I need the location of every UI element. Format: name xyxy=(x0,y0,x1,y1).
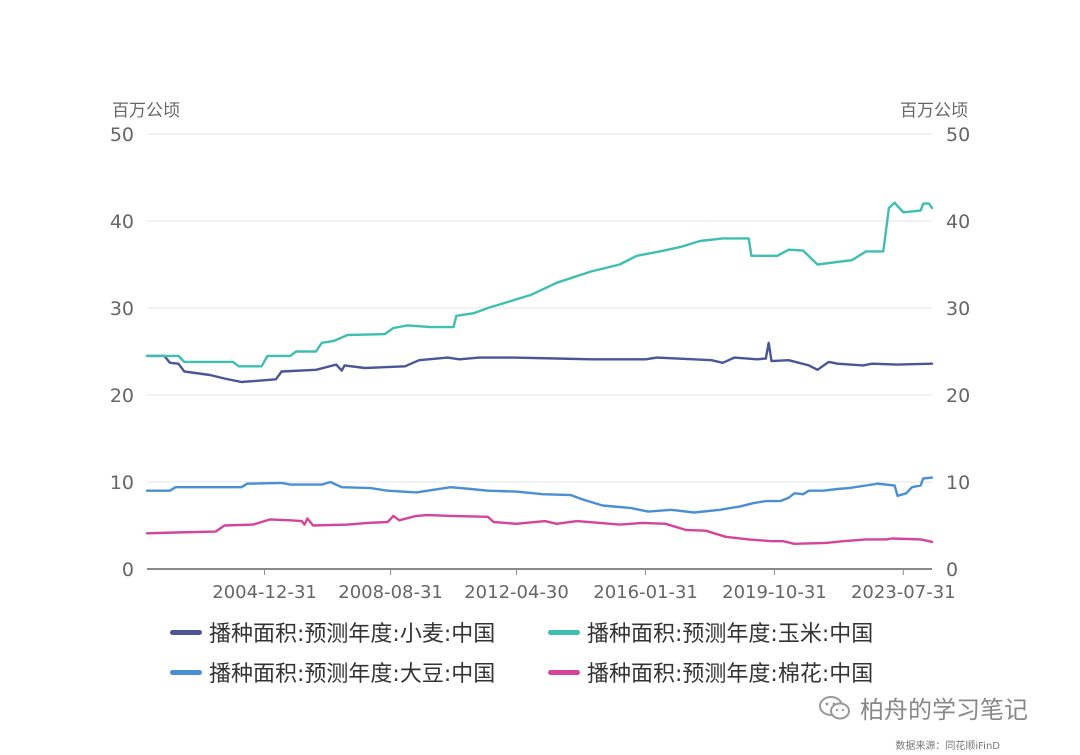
y-tick-label-left: 50 xyxy=(110,124,134,146)
legend-swatch-soybean xyxy=(170,669,202,675)
x-tick-label: 2019-10-31 xyxy=(722,582,827,603)
watermark-text: 柏舟的学习笔记 xyxy=(860,696,1028,724)
legend-item-cotton[interactable]: 播种面积:预测年度:棉花:中国 xyxy=(548,655,926,689)
y-axis-left: 0 10 20 30 40 50 xyxy=(110,124,134,581)
y-tick-label-right: 20 xyxy=(946,385,970,407)
data-source: 数据来源：同花顺iFinD xyxy=(895,741,1000,752)
legend-item-corn[interactable]: 播种面积:预测年度:玉米:中国 xyxy=(548,615,926,649)
x-axis: 2004-12-31 2008-08-31 2012-04-30 2016-01-31… xyxy=(147,568,956,603)
legend-item-wheat[interactable]: 播种面积:预测年度:小麦:中国 xyxy=(170,615,548,649)
x-tick-label: 2016-01-31 xyxy=(593,582,698,603)
y-tick-label-left: 0 xyxy=(122,559,134,581)
legend-label-soybean: 播种面积:预测年度:大豆:中国 xyxy=(209,662,496,687)
series-lines xyxy=(145,201,934,545)
legend-swatch-cotton xyxy=(548,669,580,675)
legend-label-wheat: 播种面积:预测年度:小麦:中国 xyxy=(209,622,496,647)
legend-swatch-wheat xyxy=(170,629,202,635)
y-tick-label-left: 20 xyxy=(110,385,134,407)
grid-lines xyxy=(147,133,932,483)
series-line-soybean xyxy=(145,476,934,514)
y-axis-unit-right: 百万公顷 xyxy=(900,101,968,121)
legend-label-cotton: 播种面积:预测年度:棉花:中国 xyxy=(587,662,874,687)
y-tick-label-left: 30 xyxy=(110,298,134,320)
y-tick-label-right: 10 xyxy=(946,472,970,494)
x-tick-label: 2012-04-30 xyxy=(464,582,569,603)
watermark: 柏舟的学习笔记 xyxy=(818,690,1028,725)
y-tick-label-right: 40 xyxy=(946,211,970,233)
y-axis-right: 0 10 20 30 40 50 xyxy=(946,124,970,581)
y-tick-label-left: 10 xyxy=(110,472,134,494)
y-tick-label-right: 0 xyxy=(946,559,958,581)
legend: 播种面积:预测年度:小麦:中国 播种面积:预测年度:玉米:中国 播种面积:预测年… xyxy=(170,615,930,689)
y-tick-label-right: 50 xyxy=(946,124,970,146)
y-axis-unit-left: 百万公顷 xyxy=(112,101,180,121)
wechat-icon xyxy=(819,695,850,719)
y-tick-label-left: 40 xyxy=(110,211,134,233)
series-line-corn xyxy=(145,201,934,368)
legend-swatch-corn xyxy=(548,629,580,635)
x-tick-label: 2008-08-31 xyxy=(338,582,443,603)
series-line-wheat xyxy=(145,341,934,384)
legend-label-corn: 播种面积:预测年度:玉米:中国 xyxy=(587,622,874,647)
y-tick-label-right: 30 xyxy=(946,298,970,320)
legend-item-soybean[interactable]: 播种面积:预测年度:大豆:中国 xyxy=(170,655,548,689)
series-line-cotton xyxy=(145,513,934,545)
x-tick-label: 2023-07-31 xyxy=(851,582,956,603)
x-tick-label: 2004-12-31 xyxy=(212,582,317,603)
